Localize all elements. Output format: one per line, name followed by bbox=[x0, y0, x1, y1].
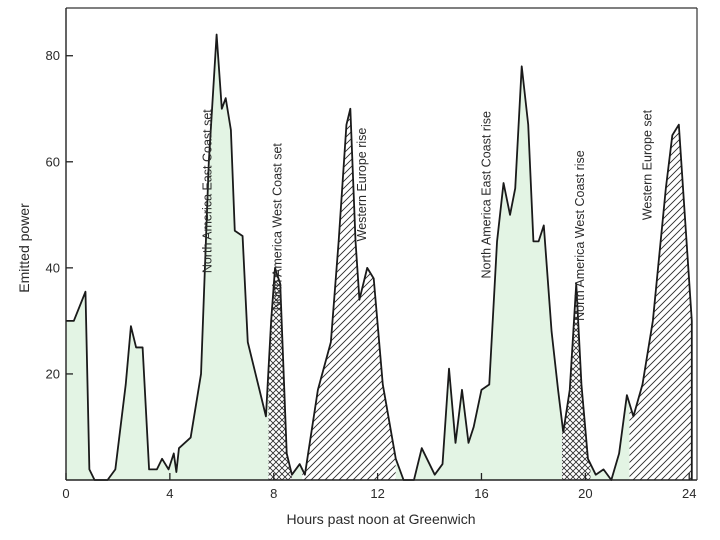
y-tick-label: 80 bbox=[46, 48, 60, 63]
x-tick-label: 24 bbox=[682, 486, 696, 501]
x-tick-label: 0 bbox=[62, 486, 69, 501]
y-tick-label: 20 bbox=[46, 366, 60, 381]
region-diagonal-hatch-3 bbox=[302, 34, 396, 480]
series-line bbox=[66, 33, 693, 481]
annotation-label: North America East Coast rise bbox=[480, 111, 494, 278]
axes bbox=[65, 7, 698, 481]
annotation-label: Western Europe rise bbox=[355, 128, 369, 242]
x-ticks: 0 4 8 12 16 20 24 bbox=[62, 473, 696, 501]
x-tick-label: 16 bbox=[474, 486, 488, 501]
annotation-label: North America East Coast set bbox=[200, 109, 214, 273]
y-tick-label: 40 bbox=[46, 260, 60, 275]
annotation-label: North America West Coast set bbox=[271, 143, 285, 311]
y-ticks: 20 40 60 80 bbox=[46, 48, 73, 381]
region-green-0 bbox=[66, 34, 269, 480]
annotation-label: North America West Coast rise bbox=[573, 150, 587, 321]
annotation-label: Western Europe set bbox=[641, 109, 655, 220]
y-tick-label: 60 bbox=[46, 154, 60, 169]
x-tick-label: 20 bbox=[578, 486, 592, 501]
x-tick-label: 8 bbox=[270, 486, 277, 501]
region-green-6 bbox=[590, 34, 630, 480]
region-layer bbox=[66, 34, 692, 480]
x-axis-title: Hours past noon at Greenwich bbox=[286, 511, 475, 527]
region-green-2 bbox=[291, 34, 303, 480]
x-tick-label: 4 bbox=[166, 486, 173, 501]
y-axis-title: Emitted power bbox=[16, 203, 32, 293]
annotations: North America East Coast set North Americ… bbox=[200, 109, 654, 321]
x-tick-label: 12 bbox=[370, 486, 384, 501]
